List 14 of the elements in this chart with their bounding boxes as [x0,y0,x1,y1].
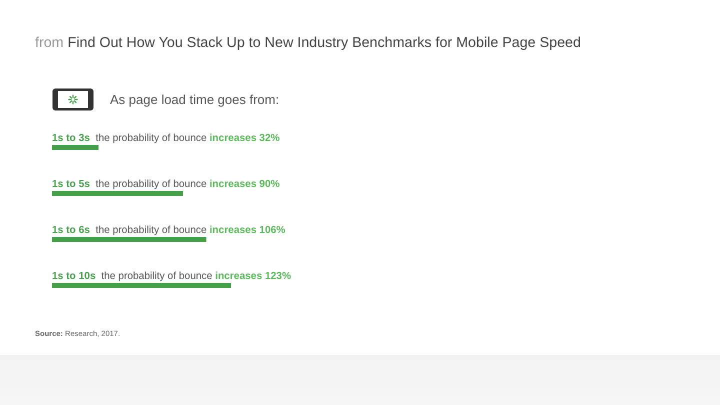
chart-subtitle: As page load time goes from: [110,92,280,107]
y-tick-label: 1s to 3s [52,133,90,144]
y-tick-label: 1s to 6s [52,225,90,236]
data-label: the probability of bounce increases 123% [101,271,292,282]
data-label: the probability of bounce increases 32% [96,133,280,144]
text: from Find Out How You Stack Up to New Industry Benchmarks for Mobile Page Speed [35,35,581,51]
data-label: the probability of bounce increases 90% [96,179,280,190]
data-label: the probability of bounce increases 106% [96,225,286,236]
bar [52,237,206,242]
bar [52,283,231,288]
bar [52,191,183,196]
y-tick-label: 1s to 5s [52,179,90,190]
y-tick-label: 1s to 10s [52,271,96,282]
bar [52,145,99,150]
